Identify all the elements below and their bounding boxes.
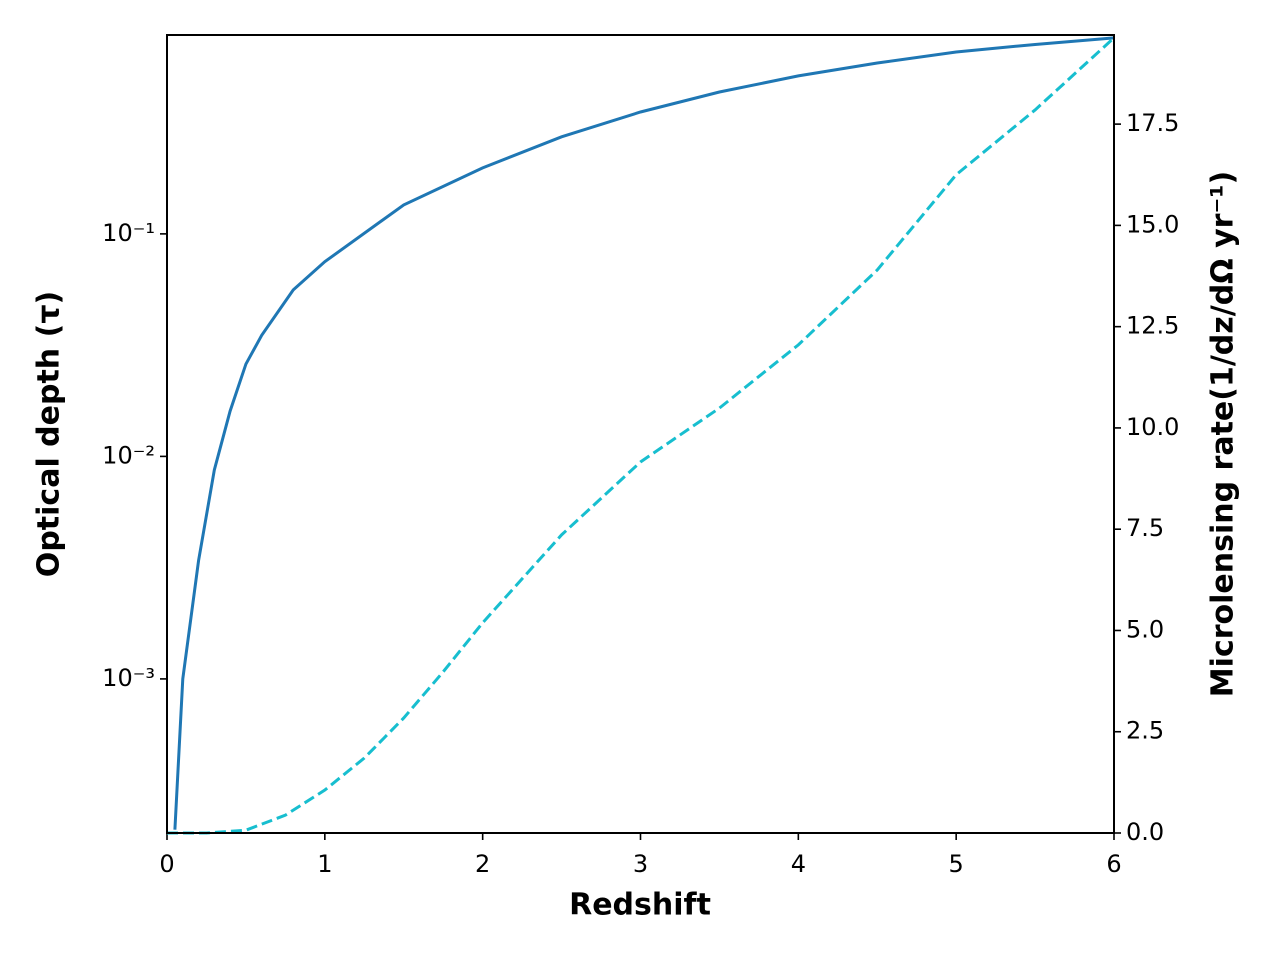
line <box>173 36 1115 830</box>
y-tick-label: 10⁻³ <box>102 664 155 692</box>
plot-frame <box>166 34 1115 834</box>
x-tick-label: 3 <box>633 850 648 878</box>
x-tick-label: 0 <box>159 850 174 878</box>
y2-axis-label: Microlensing rate(1/dz/dΩ yr⁻¹) <box>1206 171 1241 697</box>
y2-tick-label: 5.0 <box>1126 615 1164 643</box>
x-axis-label: Redshift <box>569 888 711 923</box>
line <box>167 36 1116 835</box>
y-axis-label: Optical depth (τ) <box>32 291 67 577</box>
y2-tick-label: 10.0 <box>1126 413 1179 441</box>
y-tick-label: 10⁻² <box>102 441 155 469</box>
y2-tick-label: 7.5 <box>1126 514 1164 542</box>
x-tick-label: 5 <box>949 850 964 878</box>
y2-tick-label: 17.5 <box>1126 109 1179 137</box>
y2-tick-label: 0.0 <box>1126 818 1164 846</box>
x-tick-label: 4 <box>791 850 806 878</box>
x-tick-label: 2 <box>475 850 490 878</box>
y-tick-label: 10⁻¹ <box>102 219 155 247</box>
y2-tick-label: 15.0 <box>1126 210 1179 238</box>
y2-tick-label: 2.5 <box>1126 717 1164 745</box>
y2-tick-label: 12.5 <box>1126 312 1179 340</box>
x-tick-label: 1 <box>317 850 332 878</box>
x-tick-label: 6 <box>1106 850 1121 878</box>
